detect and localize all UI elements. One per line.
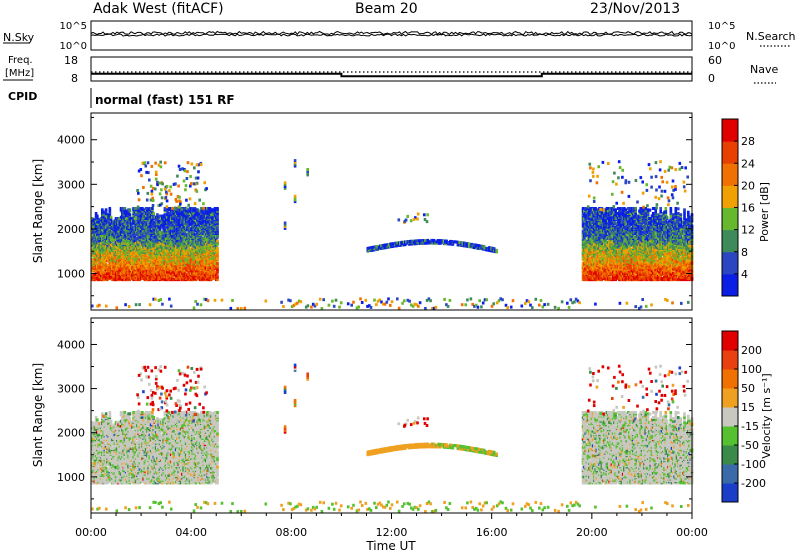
echo-cell: [105, 208, 108, 211]
beam-title: Beam 20: [355, 1, 418, 17]
echo-cell: [109, 207, 112, 210]
echo-cell: [152, 212, 155, 215]
echo-cell: [125, 210, 128, 213]
echo-cell: [216, 262, 219, 265]
freq-right-tick-top: 60: [708, 54, 722, 67]
freq-left-tick-top: 18: [64, 54, 78, 67]
freq-left-tick-bottom: 8: [71, 72, 78, 85]
echo-cell: [594, 207, 597, 210]
noise-left-tick-top: 10^5: [60, 21, 87, 32]
echo-cell: [105, 263, 108, 266]
frequency-line: [91, 74, 692, 76]
nave-label: Nave: [750, 63, 778, 76]
echo-cell: [96, 215, 99, 218]
cpid-panel: CPID normal (fast) 151 RF: [8, 88, 235, 108]
echo-cell: [102, 211, 105, 214]
noise-right-tick-top: 10^5: [708, 21, 735, 32]
power-scatter-cells: [91, 159, 693, 310]
echo-cell: [131, 226, 134, 229]
echo-cell: [151, 207, 154, 210]
echo-cell: [129, 208, 132, 211]
noise-left-label: N.Sky: [3, 31, 35, 44]
frequency-panel: Freq. [MHz] 18 8 60 0 Nave: [3, 54, 778, 85]
echo-cell: [216, 207, 219, 210]
echo-cell: [216, 240, 219, 243]
station-title: Adak West (fitACF): [93, 1, 224, 17]
echo-cell: [92, 218, 95, 221]
freq-label-line2: [MHz]: [5, 68, 34, 79]
noise-left-tick-bottom: 10^0: [60, 41, 87, 52]
cpid-text: normal (fast) 151 RF: [95, 93, 235, 107]
echo-cell: [216, 274, 219, 277]
freq-label-line1: Freq.: [8, 55, 33, 66]
echo-cell: [141, 207, 144, 210]
echo-cell: [216, 247, 219, 250]
noise-right-label: N.Search: [746, 30, 796, 43]
echo-cell: [110, 216, 113, 219]
radar-summary-plot: Adak West (fitACF) Beam 20 23/Nov/2013 N…: [0, 0, 800, 554]
cpid-label: CPID: [8, 90, 37, 103]
noise-sky-line: [91, 32, 692, 35]
noise-panel: N.Sky 10^5 10^0 10^5 10^0 N.Search: [3, 21, 796, 52]
date-title: 23/Nov/2013: [590, 1, 680, 17]
noise-right-tick-bottom: 10^0: [708, 41, 735, 52]
echo-cell: [129, 213, 132, 216]
freq-right-tick-bottom: 0: [708, 72, 715, 85]
